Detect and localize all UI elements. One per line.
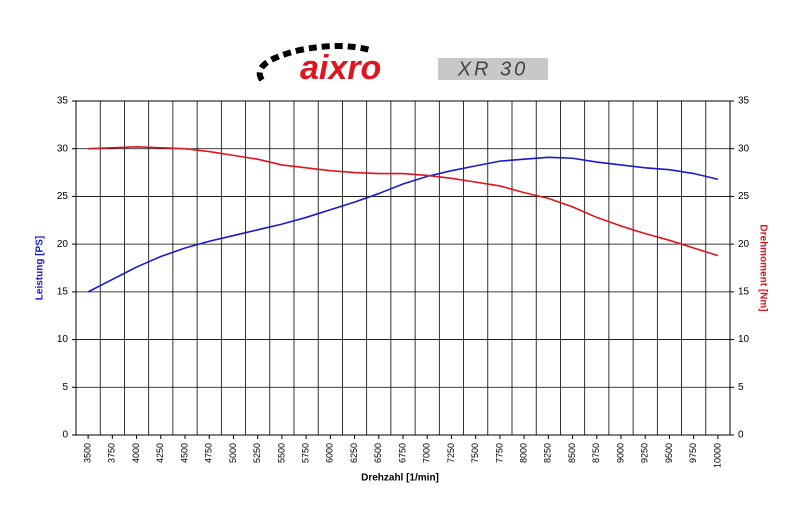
- x-tick-label: 4000: [131, 443, 141, 463]
- y2-tick-label: 15: [738, 286, 750, 297]
- x-tick-label: 9500: [664, 443, 674, 463]
- y-axis-label: Leistung [PS]: [35, 236, 46, 300]
- x-tick-label: 7250: [446, 443, 456, 463]
- y-tick-label: 15: [57, 286, 69, 297]
- x-tick-label: 6500: [373, 443, 383, 463]
- y2-tick-label: 5: [738, 382, 744, 393]
- x-tick-label: 10000: [712, 443, 722, 468]
- series-line: [87, 156, 719, 293]
- logo-swoosh: [256, 43, 371, 82]
- x-tick-label: 8500: [567, 443, 577, 463]
- x-tick-label: 5750: [300, 443, 310, 463]
- y2-tick-label: 30: [738, 143, 750, 154]
- x-tick-label: 8750: [591, 443, 601, 463]
- y-tick-label: 10: [57, 334, 69, 345]
- x-tick-label: 4500: [179, 443, 189, 463]
- logo-model: XR 30: [457, 58, 529, 80]
- x-tick-label: 5000: [228, 443, 238, 463]
- x-tick-label: 9250: [640, 443, 650, 463]
- y-tick-label: 25: [57, 191, 69, 202]
- x-tick-label: 6000: [325, 443, 335, 463]
- x-tick-label: 6750: [397, 443, 407, 463]
- x-tick-label: 7000: [422, 443, 432, 463]
- x-axis-label: Drehzahl [1/min]: [361, 473, 439, 484]
- y2-tick-label: 20: [738, 239, 750, 250]
- logo: aixro XR 30: [256, 43, 548, 87]
- y2-tick-label: 25: [738, 191, 750, 202]
- x-tick-label: 7750: [494, 443, 504, 463]
- y-tick-label: 20: [57, 239, 69, 250]
- x-tick-label: 5500: [276, 443, 286, 463]
- x-tick-label: 6250: [349, 443, 359, 463]
- x-tick-label: 5250: [252, 443, 262, 463]
- y2-tick-label: 0: [738, 430, 744, 441]
- logo-box: [438, 58, 548, 80]
- x-tick-label: 8250: [543, 443, 553, 463]
- y-tick-label: 30: [57, 143, 69, 154]
- x-tick-label: 9750: [688, 443, 698, 463]
- y2-axis-label: Drehmoment [Nm]: [757, 224, 768, 311]
- series-line: [88, 146, 719, 257]
- x-tick-label: 9000: [615, 443, 625, 463]
- x-tick-label: 3750: [107, 443, 117, 463]
- x-tick-label: 7500: [470, 443, 480, 463]
- x-tick-label: 4250: [155, 443, 165, 463]
- x-tick-label: 4750: [204, 443, 214, 463]
- x-tick-label: 8000: [518, 443, 528, 463]
- x-tick-label: 3500: [82, 443, 92, 463]
- y-tick-label: 35: [57, 96, 69, 107]
- y-tick-label: 5: [62, 382, 68, 393]
- plot-area: [75, 100, 731, 436]
- y2-tick-label: 35: [738, 96, 750, 107]
- y2-tick-label: 10: [738, 334, 750, 345]
- logo-brand: aixro: [300, 49, 381, 87]
- y-tick-label: 0: [62, 430, 68, 441]
